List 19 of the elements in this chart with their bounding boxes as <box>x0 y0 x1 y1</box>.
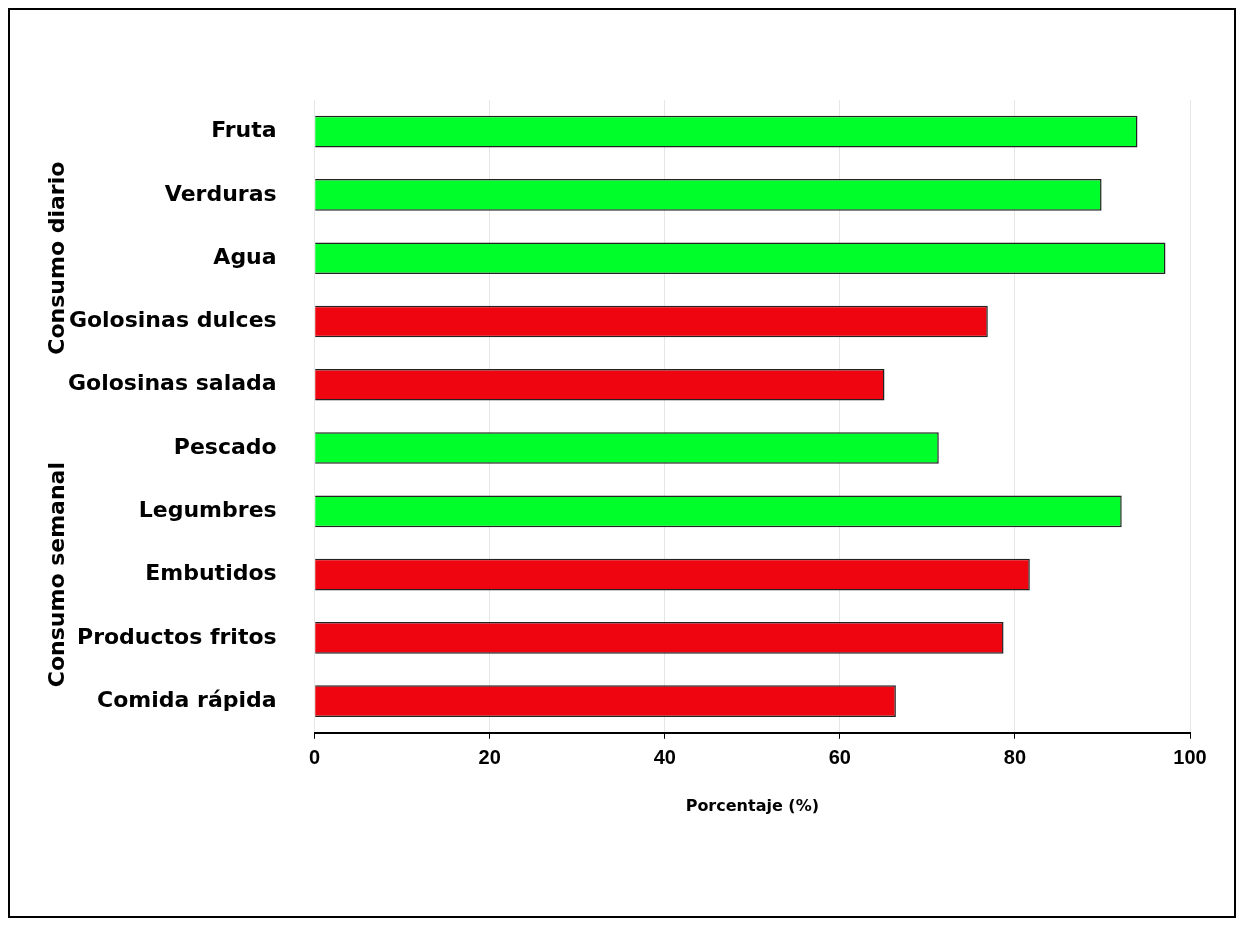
x-tick-label: 20 <box>478 746 501 769</box>
y-tick-label: Productos fritos <box>77 623 277 649</box>
y-tick-label: Golosinas salada <box>67 370 277 396</box>
y-tick-label: Legumbres <box>138 497 277 523</box>
x-tick-label: 80 <box>1003 746 1027 769</box>
y-tick-label: Verduras <box>164 180 277 206</box>
text: Consumo semanal <box>43 461 69 688</box>
x-axis-title: Porcentaje (%) <box>685 795 819 815</box>
x-tick-label: 60 <box>828 746 851 769</box>
y-tick-label: Fruta <box>211 117 277 143</box>
x-tick-label: 0 <box>309 746 321 769</box>
y-tick-label: Comida rápida <box>97 686 277 712</box>
text: Consumo diario <box>43 161 69 355</box>
y-tick-label: Golosinas dulces <box>68 307 277 333</box>
y-tick-label: Pescado <box>173 433 277 459</box>
y-tick-label: Embutidos <box>145 560 277 586</box>
y-tick-label: Agua <box>213 243 277 269</box>
x-tick-label: 40 <box>653 746 676 769</box>
x-tick-label: 100 <box>1173 746 1207 769</box>
